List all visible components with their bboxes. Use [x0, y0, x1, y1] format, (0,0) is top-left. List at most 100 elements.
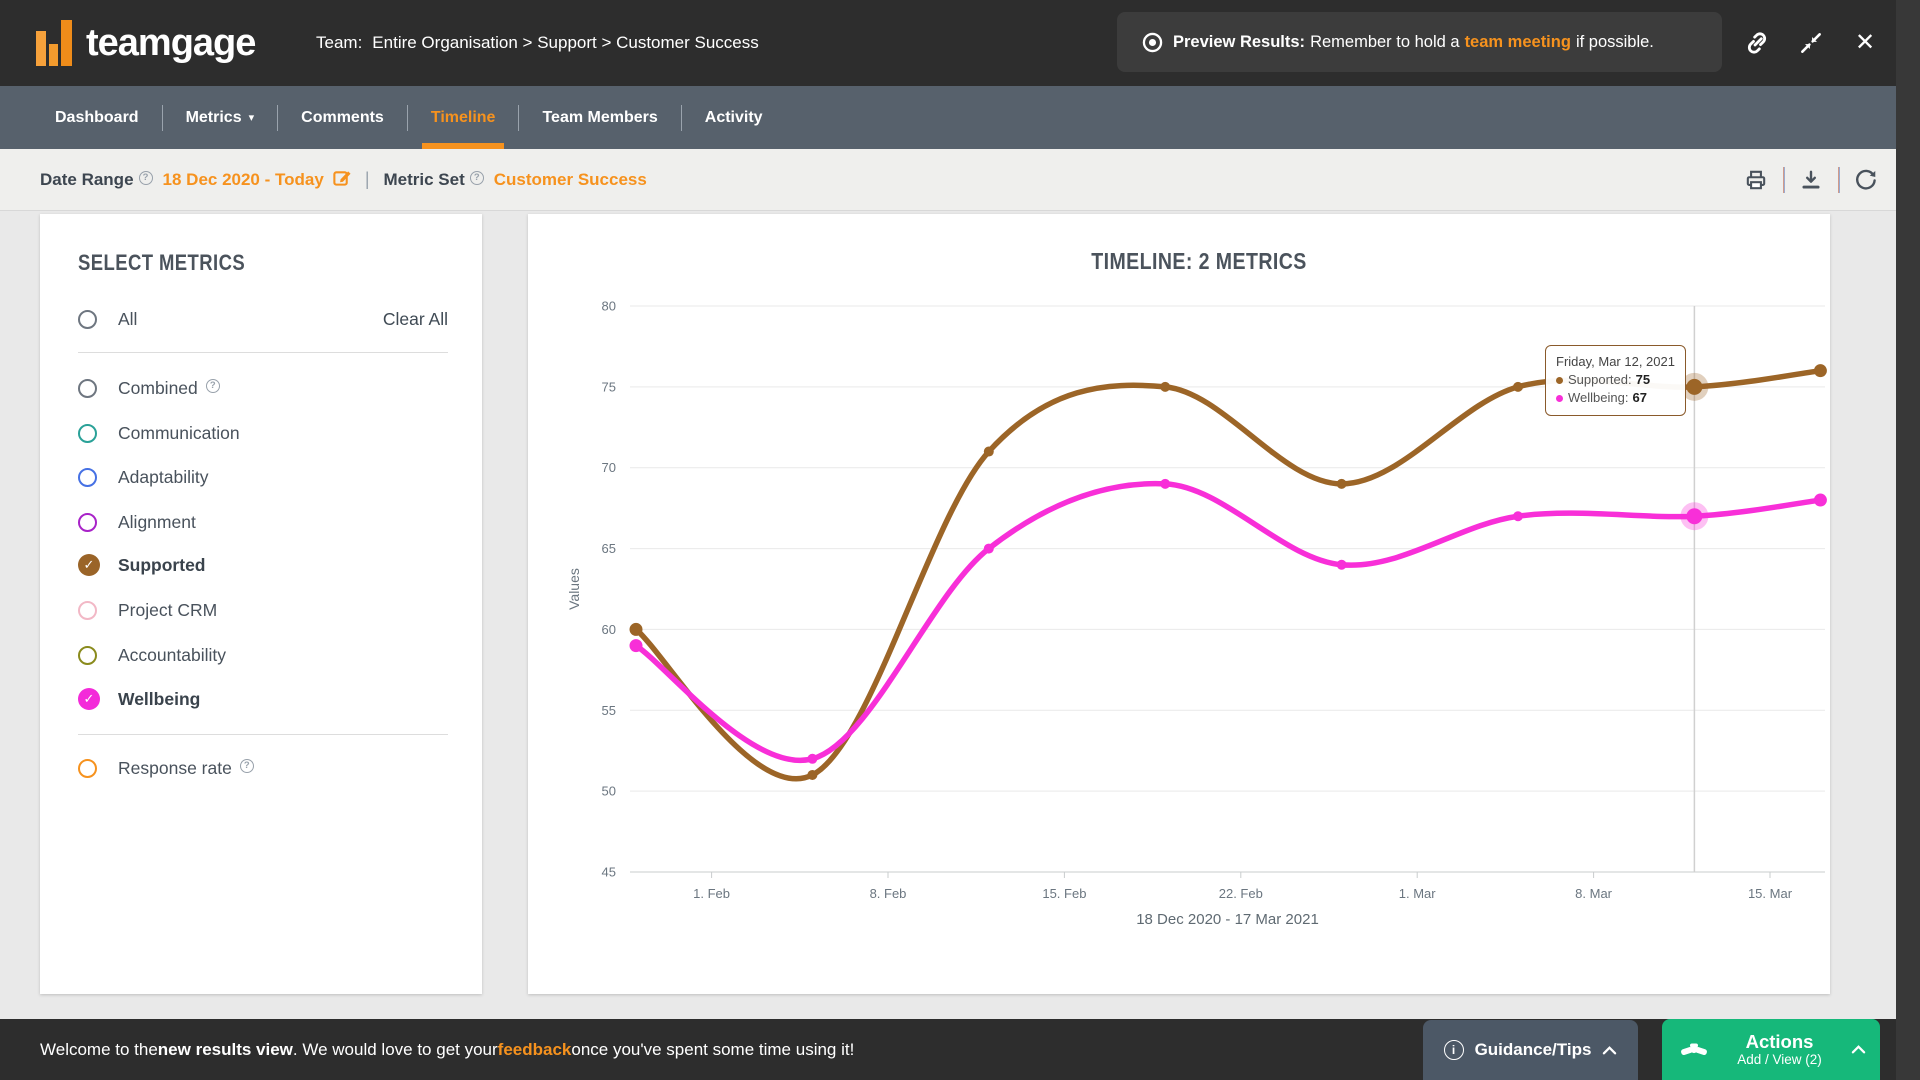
timeline-chart-canvas[interactable]: 45 50 55 60 65 70 75 80 1. Feb 8. Feb 15. Feb 22. F… [528, 214, 1830, 994]
y-tick-label: 45 [602, 865, 616, 880]
metric-radio-checked[interactable]: ✓ [78, 688, 100, 710]
feedback-link[interactable]: feedback [497, 1039, 572, 1059]
handshake-icon [1681, 1043, 1707, 1055]
metric-set-value[interactable]: Customer Success [493, 169, 647, 189]
actions-button[interactable]: Actions Add / View (2) [1662, 1019, 1880, 1080]
nav-separator [680, 104, 682, 131]
team-meeting-link[interactable]: team meeting [1464, 32, 1571, 51]
metric-radio[interactable] [78, 309, 97, 329]
scrollbar[interactable] [1896, 0, 1920, 1080]
separator [1838, 167, 1839, 193]
tab-dashboard[interactable]: Dashboard [55, 108, 139, 126]
nav-separator [277, 104, 279, 131]
wellbeing-point [807, 753, 818, 764]
metric-row-project-crm[interactable]: Project CRM [78, 597, 217, 623]
tooltip-date: Friday, Mar 12, 2021 [1556, 354, 1675, 369]
nav-separator [518, 104, 520, 131]
download-icon[interactable] [1799, 168, 1823, 192]
tab-activity[interactable]: Activity [704, 108, 763, 126]
x-tick-label: 1. Feb [693, 886, 730, 901]
tab-timeline[interactable]: Timeline [408, 86, 519, 153]
tooltip-row: Supported: 75 [1556, 371, 1675, 389]
date-range-value[interactable]: 18 Dec 2020 - Today [162, 169, 324, 189]
help-icon[interactable]: ? [239, 759, 254, 773]
timeline-chart-panel: TIMELINE: 2 METRICS Values 45 50 55 60 65 70 7… [528, 214, 1830, 994]
preview-results-label: Preview Results: [1173, 32, 1306, 51]
refresh-icon[interactable] [1854, 168, 1878, 192]
print-icon[interactable] [1744, 168, 1768, 192]
metric-row-alignment[interactable]: Alignment [78, 509, 196, 535]
metric-radio[interactable] [78, 758, 97, 778]
supported-line [633, 367, 1824, 782]
series-dot [1556, 376, 1563, 384]
supported-point [1813, 364, 1827, 378]
tooltip-row: Wellbeing: 67 [1556, 389, 1675, 407]
wellbeing-point [1160, 478, 1171, 489]
supported-hover-point [1686, 378, 1703, 395]
tab-metrics[interactable]: Metrics ▾ [185, 108, 255, 126]
logo-text: teamgage [86, 22, 256, 64]
collapse-icon[interactable] [1796, 28, 1826, 58]
chart-actions [1744, 149, 1878, 211]
eye-icon [1142, 32, 1163, 52]
wellbeing-hover-point [1686, 508, 1703, 525]
metric-row-combined[interactable]: Combined ? [78, 375, 230, 401]
metric-row-accountability[interactable]: Accountability [78, 642, 226, 668]
x-tick-label: 22. Feb [1219, 886, 1263, 901]
header-icons: ✕ [1742, 0, 1880, 86]
y-tick-label: 50 [602, 784, 616, 799]
metric-radio[interactable] [78, 467, 97, 487]
app-header: teamgage Team: Entire Organisation > Sup… [0, 0, 1920, 86]
supported-point [1336, 478, 1347, 489]
y-tick-label: 55 [602, 703, 616, 718]
metric-radio[interactable] [78, 600, 97, 620]
select-metrics-panel: SELECT METRICS All Clear All Combined ? … [40, 214, 482, 994]
metric-radio[interactable] [78, 512, 97, 532]
divider [78, 734, 448, 735]
metric-row-adaptability[interactable]: Adaptability [78, 464, 208, 490]
wellbeing-point [1513, 511, 1523, 522]
edit-date-icon[interactable] [332, 168, 351, 192]
metric-radio-checked[interactable]: ✓ [78, 554, 100, 576]
metric-row-response-rate[interactable]: Response rate ? [78, 755, 264, 781]
divider [78, 352, 448, 353]
y-tick-label: 70 [602, 460, 616, 475]
y-tick-label: 80 [602, 299, 616, 314]
supported-point [1513, 381, 1523, 392]
metric-row-wellbeing[interactable]: ✓ Wellbeing [78, 686, 200, 712]
teamgage-logo-icon [36, 20, 72, 66]
help-icon[interactable]: ? [138, 170, 153, 185]
metric-row-all[interactable]: All [78, 306, 137, 332]
clear-all-button[interactable]: Clear All [382, 308, 448, 329]
tab-team-members[interactable]: Team Members [542, 108, 658, 126]
series-dot [1556, 394, 1563, 402]
close-icon[interactable]: ✕ [1854, 29, 1876, 56]
metric-radio[interactable] [78, 423, 97, 443]
preview-text: Remember to hold a [1310, 32, 1460, 51]
help-icon[interactable]: ? [205, 379, 220, 393]
wellbeing-point [629, 639, 643, 653]
help-icon[interactable]: ? [469, 170, 484, 185]
logo[interactable]: teamgage [36, 20, 256, 66]
separator: | [364, 169, 370, 189]
x-tick-label: 8. Feb [870, 886, 907, 901]
metric-radio[interactable] [78, 378, 97, 398]
nav-separator [161, 104, 163, 131]
share-link-icon[interactable] [1742, 28, 1772, 58]
check-icon: ✓ [83, 691, 95, 706]
metric-row-communication[interactable]: Communication [78, 420, 240, 446]
check-icon: ✓ [83, 557, 95, 572]
separator [1783, 167, 1784, 193]
info-icon: i [1443, 1040, 1464, 1060]
metric-radio[interactable] [78, 645, 97, 665]
guidance-tips-button[interactable]: i Guidance/Tips [1423, 1020, 1638, 1080]
preview-results-banner: Preview Results: Remember to hold a team… [1117, 12, 1722, 72]
wellbeing-point [983, 543, 994, 554]
breadcrumb: Team: Entire Organisation > Support > Cu… [316, 0, 759, 86]
tab-comments[interactable]: Comments [301, 108, 384, 126]
chevron-up-icon [1851, 1045, 1866, 1054]
x-tick-label: 8. Mar [1575, 886, 1613, 901]
metric-row-supported[interactable]: ✓ Supported [78, 552, 206, 578]
supported-point [629, 622, 643, 636]
date-range-label: Date Range [40, 169, 134, 189]
